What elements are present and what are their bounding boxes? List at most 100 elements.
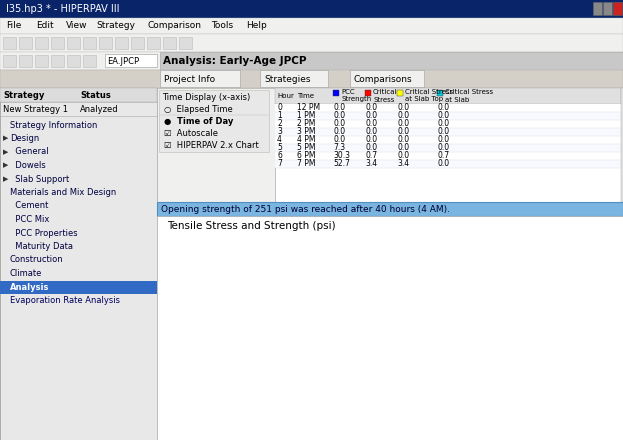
- Text: 12 PM: 12 PM: [297, 103, 320, 113]
- FancyBboxPatch shape: [160, 52, 623, 70]
- FancyBboxPatch shape: [179, 37, 192, 49]
- FancyBboxPatch shape: [51, 37, 64, 49]
- Text: Status: Status: [80, 91, 111, 99]
- Text: 0.0: 0.0: [437, 128, 449, 136]
- Text: 0.0: 0.0: [333, 103, 345, 113]
- Text: 3 PM: 3 PM: [297, 128, 315, 136]
- FancyBboxPatch shape: [275, 160, 621, 168]
- Text: Critical
Stress: Critical Stress: [373, 89, 397, 103]
- Text: Time: Time: [297, 93, 314, 99]
- Text: 0.0: 0.0: [365, 136, 377, 144]
- Text: PCC
Strength: PCC Strength: [341, 89, 371, 103]
- Text: 0.0: 0.0: [333, 128, 345, 136]
- Text: 3: 3: [277, 128, 282, 136]
- FancyBboxPatch shape: [51, 55, 64, 67]
- Text: Project Info: Project Info: [164, 74, 215, 84]
- Text: 0.0: 0.0: [397, 120, 409, 128]
- FancyBboxPatch shape: [275, 144, 621, 152]
- Text: I35.hp3 * - HIPERPAV III: I35.hp3 * - HIPERPAV III: [6, 4, 120, 14]
- Text: 7: 7: [277, 159, 282, 169]
- FancyBboxPatch shape: [67, 37, 80, 49]
- FancyBboxPatch shape: [3, 37, 16, 49]
- FancyBboxPatch shape: [19, 37, 32, 49]
- Text: General: General: [10, 147, 49, 157]
- FancyBboxPatch shape: [437, 90, 443, 96]
- Text: 0.0: 0.0: [437, 120, 449, 128]
- FancyBboxPatch shape: [365, 90, 371, 96]
- Text: 7.3: 7.3: [333, 143, 345, 153]
- Text: ▶: ▶: [3, 136, 8, 142]
- FancyBboxPatch shape: [147, 37, 160, 49]
- FancyBboxPatch shape: [157, 202, 623, 216]
- Text: 0.0: 0.0: [437, 111, 449, 121]
- FancyBboxPatch shape: [99, 37, 112, 49]
- Text: Strategy Information: Strategy Information: [10, 121, 97, 129]
- Text: 0.7: 0.7: [365, 151, 377, 161]
- FancyBboxPatch shape: [350, 70, 424, 87]
- FancyBboxPatch shape: [115, 37, 128, 49]
- Text: 0.0: 0.0: [365, 120, 377, 128]
- Text: 30.3: 30.3: [333, 151, 350, 161]
- Text: Analyzed: Analyzed: [80, 104, 118, 114]
- Text: 0.0: 0.0: [365, 143, 377, 153]
- Text: Critical Stress
at Slab: Critical Stress at Slab: [445, 89, 493, 103]
- Text: Cement: Cement: [10, 202, 49, 210]
- Text: Time Display (x-axis): Time Display (x-axis): [162, 93, 250, 103]
- Text: ☑  HIPERPAV 2.x Chart: ☑ HIPERPAV 2.x Chart: [164, 140, 259, 150]
- Text: 4: 4: [277, 136, 282, 144]
- Text: 0.0: 0.0: [397, 103, 409, 113]
- Text: Opening strength of 251 psi was reached after 40 hours (4 AM).: Opening strength of 251 psi was reached …: [161, 205, 450, 213]
- Text: ●  Time of Day: ● Time of Day: [164, 117, 234, 125]
- Text: 3.4: 3.4: [365, 159, 377, 169]
- Text: Edit: Edit: [36, 22, 54, 30]
- Text: Tensile Stress and Strength (psi): Tensile Stress and Strength (psi): [167, 221, 336, 231]
- Text: 4 PM: 4 PM: [297, 136, 315, 144]
- Text: 0.0: 0.0: [397, 128, 409, 136]
- FancyBboxPatch shape: [621, 88, 623, 204]
- FancyBboxPatch shape: [275, 88, 621, 204]
- Text: Strategies: Strategies: [264, 74, 310, 84]
- Text: 0.0: 0.0: [397, 151, 409, 161]
- FancyBboxPatch shape: [275, 120, 621, 128]
- Text: Comparison: Comparison: [148, 22, 202, 30]
- Text: ▶: ▶: [3, 149, 8, 155]
- Text: Design: Design: [10, 134, 39, 143]
- Text: 0.0: 0.0: [397, 136, 409, 144]
- Text: Construction: Construction: [10, 256, 64, 264]
- Text: 6: 6: [277, 151, 282, 161]
- Text: PCC Properties: PCC Properties: [10, 228, 78, 238]
- FancyBboxPatch shape: [3, 55, 16, 67]
- FancyBboxPatch shape: [163, 37, 176, 49]
- FancyBboxPatch shape: [275, 104, 621, 112]
- FancyBboxPatch shape: [83, 55, 96, 67]
- FancyBboxPatch shape: [0, 0, 623, 18]
- Text: 0.7: 0.7: [437, 151, 449, 161]
- Text: Evaporation Rate Analysis: Evaporation Rate Analysis: [10, 296, 120, 305]
- FancyBboxPatch shape: [157, 216, 623, 440]
- FancyBboxPatch shape: [275, 136, 621, 144]
- Text: ○  Elapsed Time: ○ Elapsed Time: [164, 104, 233, 114]
- Text: 0.0: 0.0: [333, 111, 345, 121]
- FancyBboxPatch shape: [275, 128, 621, 136]
- Text: Critical Stress
at Slab Top: Critical Stress at Slab Top: [405, 89, 453, 103]
- FancyBboxPatch shape: [275, 152, 621, 160]
- Text: 5: 5: [277, 143, 282, 153]
- Text: 7 PM: 7 PM: [297, 159, 315, 169]
- FancyBboxPatch shape: [0, 18, 623, 34]
- FancyBboxPatch shape: [131, 37, 144, 49]
- Text: 52.7: 52.7: [333, 159, 350, 169]
- Text: 2: 2: [277, 120, 282, 128]
- FancyBboxPatch shape: [157, 88, 623, 206]
- Text: 6 PM: 6 PM: [297, 151, 315, 161]
- Text: 0.0: 0.0: [333, 120, 345, 128]
- FancyBboxPatch shape: [83, 37, 96, 49]
- FancyBboxPatch shape: [0, 88, 157, 102]
- Text: 0.0: 0.0: [333, 136, 345, 144]
- Text: Slab Support: Slab Support: [10, 175, 69, 183]
- Text: Help: Help: [247, 22, 267, 30]
- Text: Analysis: Analysis: [10, 282, 49, 291]
- Text: 0.0: 0.0: [397, 143, 409, 153]
- FancyBboxPatch shape: [67, 55, 80, 67]
- Text: 0.0: 0.0: [365, 103, 377, 113]
- FancyBboxPatch shape: [0, 88, 157, 440]
